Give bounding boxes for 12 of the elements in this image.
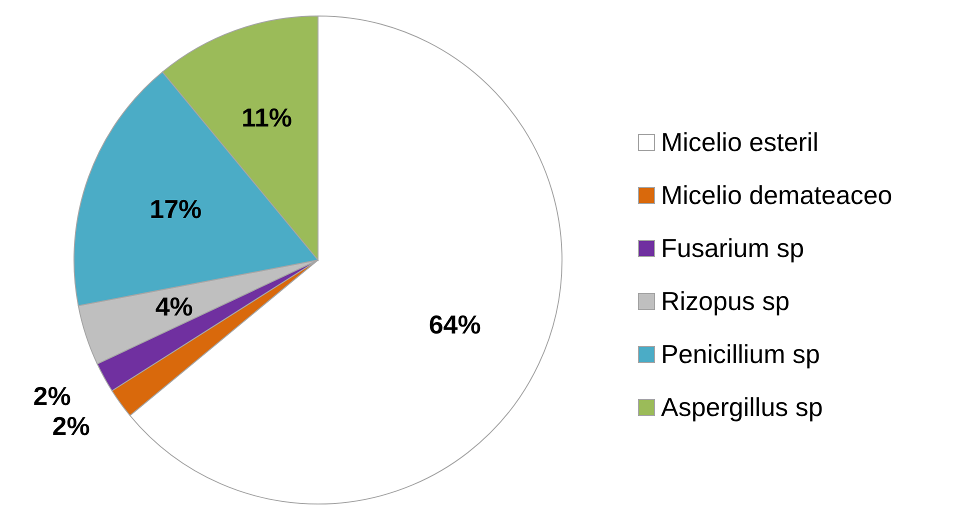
data-label: 11% xyxy=(241,102,292,133)
data-label: 17% xyxy=(150,194,202,224)
legend-label: Micelio esteril xyxy=(661,127,818,158)
data-label: 64% xyxy=(428,309,481,340)
legend-label: Micelio demateaceo xyxy=(661,180,892,211)
legend-label: Rizopus sp xyxy=(661,286,790,317)
data-label: 2% xyxy=(52,410,90,441)
data-label: 4% xyxy=(155,292,193,322)
legend-label: Penicillium sp xyxy=(661,339,820,370)
legend-label: Fusarium sp xyxy=(661,233,804,264)
data-label: 2% xyxy=(33,380,71,411)
legend-label: Aspergillus sp xyxy=(661,392,823,423)
